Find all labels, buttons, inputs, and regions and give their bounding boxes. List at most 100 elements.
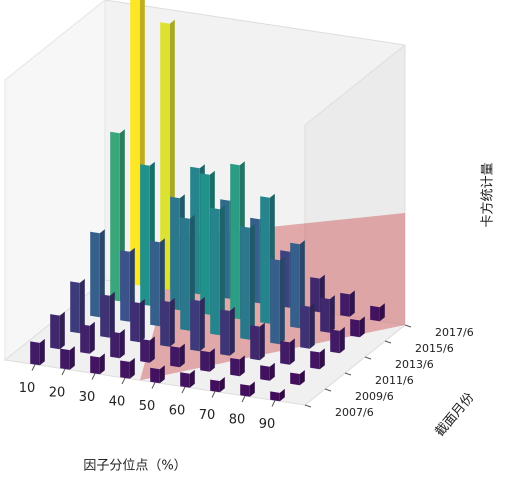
bar — [320, 295, 335, 333]
x-axis-label: 因子分位点（%） — [83, 459, 186, 474]
bar-front — [120, 250, 130, 322]
x-tick-label: 10 — [19, 381, 36, 396]
bar-front — [30, 341, 40, 366]
bar — [170, 343, 185, 368]
bar-side — [169, 297, 175, 347]
bar-side — [319, 348, 325, 370]
bar-front — [160, 22, 170, 290]
bar-front — [240, 384, 250, 397]
x-tick — [151, 382, 156, 389]
y-tick-label: 2009/6 — [355, 390, 394, 403]
bar — [330, 326, 345, 354]
bar-front — [50, 314, 60, 350]
bar — [230, 355, 245, 377]
bar-front — [120, 360, 130, 379]
bar-front — [290, 242, 300, 329]
x-tick-label: 30 — [79, 390, 96, 405]
bar — [220, 306, 235, 356]
bar-front — [250, 325, 260, 361]
y-tick-label: 2007/6 — [335, 406, 374, 419]
y-tick — [404, 324, 412, 328]
bar-side — [89, 321, 95, 354]
bar-front — [270, 391, 280, 402]
bar-front — [180, 217, 190, 331]
y-tick — [384, 340, 392, 344]
bar-side — [159, 365, 165, 384]
bar — [270, 388, 285, 402]
y-tick-label: 2017/6 — [435, 326, 474, 339]
bar-side — [259, 322, 265, 361]
bar-side — [309, 302, 315, 349]
bar — [70, 278, 85, 334]
bar — [110, 329, 125, 359]
bar-side — [119, 329, 125, 359]
bar-front — [230, 163, 240, 320]
bar-front — [240, 226, 250, 340]
x-tick — [241, 395, 246, 403]
z-axis-label: 卡方统计量 — [480, 162, 496, 227]
bar-side — [129, 357, 135, 379]
bar-side — [219, 205, 225, 336]
bar-front — [170, 346, 180, 368]
bar — [80, 321, 95, 354]
x-tick — [121, 377, 126, 385]
bar-front — [170, 196, 180, 311]
y-tick — [364, 356, 372, 360]
bar-front — [210, 379, 220, 393]
bar-front — [310, 277, 320, 313]
bar-front — [310, 350, 320, 370]
bar-front — [140, 164, 150, 306]
x-tick — [211, 391, 216, 398]
bar-side — [69, 346, 75, 370]
bar-side — [109, 291, 115, 338]
bar-front — [110, 331, 120, 359]
bar — [270, 256, 285, 345]
x-tick — [31, 364, 36, 371]
bar-side — [199, 296, 205, 352]
bar — [150, 365, 165, 384]
bar-side — [39, 338, 45, 366]
bar-side — [229, 306, 235, 356]
bar-side — [79, 278, 85, 334]
bar — [180, 369, 195, 388]
bar — [30, 338, 45, 366]
bar — [260, 362, 275, 381]
bar — [350, 316, 365, 338]
bar-front — [230, 357, 240, 377]
bar — [60, 346, 75, 370]
x-tick-label: 60 — [169, 404, 186, 419]
bar — [140, 336, 155, 363]
bar-side — [239, 355, 245, 377]
bar — [160, 297, 175, 347]
bar — [200, 348, 215, 372]
bar-front — [260, 365, 270, 381]
bar-front — [220, 309, 230, 356]
bar-front — [90, 355, 100, 375]
bar-side — [279, 388, 285, 402]
bar — [370, 303, 385, 322]
y-tick — [304, 404, 312, 408]
x-tick — [91, 373, 96, 380]
bar-front — [370, 305, 380, 322]
bar-front — [200, 350, 210, 372]
bar — [100, 291, 115, 338]
bar-front — [200, 173, 210, 315]
bar-side — [249, 223, 255, 340]
bar-side — [219, 377, 225, 393]
bar — [90, 353, 105, 375]
bar-side — [249, 381, 255, 397]
bar-side — [279, 256, 285, 345]
bar-side — [99, 353, 105, 375]
bar-front — [190, 299, 200, 352]
bar-side — [189, 369, 195, 388]
bar-front — [300, 305, 310, 349]
bar-side — [359, 316, 365, 338]
bar — [310, 348, 325, 370]
bar-front — [350, 318, 360, 338]
bar-front — [270, 258, 280, 345]
y-axis-label: 截面月份 — [433, 390, 478, 439]
x-tick-label: 70 — [199, 408, 216, 423]
x-tick-label: 80 — [229, 413, 246, 428]
bar-side — [339, 326, 345, 354]
bar-front — [260, 196, 270, 324]
